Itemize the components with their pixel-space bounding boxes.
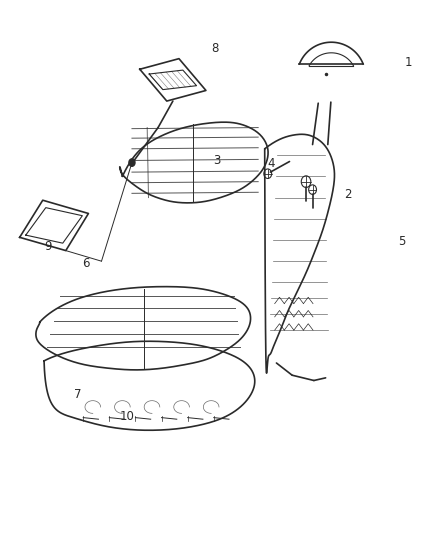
Text: 10: 10	[120, 409, 135, 423]
Text: 3: 3	[213, 154, 220, 167]
Text: 5: 5	[398, 235, 406, 247]
Text: 2: 2	[344, 189, 351, 201]
Text: 4: 4	[268, 157, 275, 169]
Text: 9: 9	[45, 240, 52, 253]
Circle shape	[129, 159, 135, 166]
Text: 7: 7	[74, 389, 81, 401]
Text: 1: 1	[405, 56, 412, 69]
Text: 6: 6	[82, 257, 90, 270]
Text: 8: 8	[211, 42, 218, 54]
